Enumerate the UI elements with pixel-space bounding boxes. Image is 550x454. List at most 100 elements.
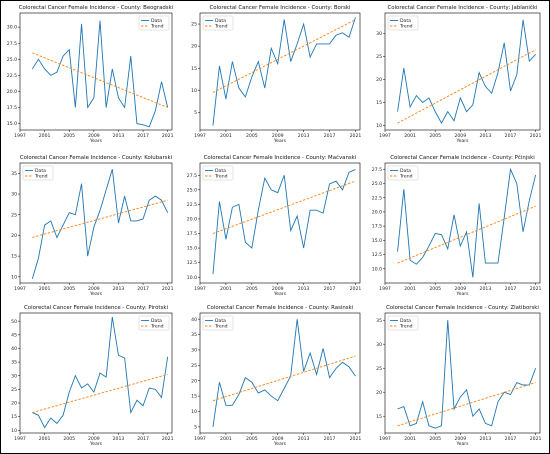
legend-entry: Data xyxy=(35,168,46,174)
x-tick-label: 1997 xyxy=(379,133,391,139)
plot-area xyxy=(199,312,361,434)
x-tick-label: 1997 xyxy=(14,133,26,139)
x-tick-label: 2021 xyxy=(350,286,362,292)
x-tick-label: 2017 xyxy=(324,133,336,139)
x-tick-label: 2009 xyxy=(88,133,100,139)
chart-panel: Colorectal Cancer Female Incidence - Cou… xyxy=(372,154,542,297)
y-tick-label: 15 xyxy=(11,254,17,260)
y-tick-label: 20.0 xyxy=(187,217,197,223)
x-axis-label: Years xyxy=(89,291,103,297)
y-tick-label: 30 xyxy=(376,31,382,37)
legend-entry: Data xyxy=(215,168,226,174)
x-tick-label: 2001 xyxy=(404,286,416,292)
y-tick-label: 12.5 xyxy=(372,252,382,258)
chart-title: Colorectal Cancer Female Incidence - Cou… xyxy=(209,5,350,11)
x-tick-label: 2001 xyxy=(220,286,232,292)
x-tick-label: 2021 xyxy=(350,436,362,442)
y-tick-label: 25 xyxy=(11,212,17,218)
chart-panel: Colorectal Cancer Female Incidence - Cou… xyxy=(7,5,174,144)
y-tick-label: 35 xyxy=(11,360,17,366)
x-axis-label: Years xyxy=(273,291,287,297)
chart-panel: Colorectal Cancer Female Incidence - Cou… xyxy=(191,305,361,447)
y-tick-label: 20 xyxy=(376,77,382,83)
y-tick-label: 15 xyxy=(376,100,382,106)
y-tick-label: 10 xyxy=(11,274,17,280)
y-tick-label: 5 xyxy=(194,110,197,116)
plot-area xyxy=(384,12,541,131)
legend-entry: Data xyxy=(400,18,411,24)
x-tick-label: 2017 xyxy=(505,286,517,292)
legend-entry: Trend xyxy=(214,24,228,30)
y-tick-label: 20.0 xyxy=(372,210,382,216)
x-tick-label: 1997 xyxy=(194,286,206,292)
legend-entry: Data xyxy=(215,18,226,24)
chart-panel: Colorectal Cancer Female Incidence - Cou… xyxy=(187,154,362,297)
data-series-line xyxy=(31,20,169,128)
legend-entry: Trend xyxy=(214,174,228,180)
y-tick-label: 20 xyxy=(191,44,197,50)
x-tick-label: 1997 xyxy=(379,286,391,292)
y-tick-label: 10 xyxy=(191,88,197,94)
x-tick-label: 2001 xyxy=(220,133,232,139)
y-tick-label: 15 xyxy=(191,394,197,400)
y-tick-label: 25 xyxy=(11,387,17,393)
legend-entry: Trend xyxy=(399,174,413,180)
y-tick-label: 27.5 xyxy=(7,41,17,47)
plot-area xyxy=(19,12,173,131)
data-series-line xyxy=(397,19,536,125)
x-axis-label: Years xyxy=(455,441,469,447)
x-tick-label: 1997 xyxy=(379,436,391,442)
legend-entry: Trend xyxy=(34,174,48,180)
x-tick-label: 2013 xyxy=(113,133,125,139)
y-tick-label: 10 xyxy=(11,428,17,434)
x-tick-label: 2021 xyxy=(530,286,542,292)
y-tick-label: 30.0 xyxy=(7,25,17,31)
x-tick-label: 2013 xyxy=(113,286,125,292)
x-tick-label: 2009 xyxy=(88,436,100,442)
plot-area xyxy=(199,12,361,131)
y-tick-label: 22.5 xyxy=(372,195,382,201)
x-tick-label: 2001 xyxy=(404,133,416,139)
chart-title: Colorectal Cancer Female Incidence - Cou… xyxy=(204,154,357,161)
x-tick-label: 2009 xyxy=(454,133,466,139)
y-tick-label: 12.5 xyxy=(187,260,197,266)
x-tick-label: 2017 xyxy=(324,286,336,292)
x-tick-label: 2001 xyxy=(39,436,51,442)
x-tick-label: 2001 xyxy=(39,133,51,139)
data-series-line xyxy=(31,169,169,279)
x-tick-label: 2005 xyxy=(429,286,441,292)
legend-entry: Trend xyxy=(150,324,164,330)
x-tick-label: 2017 xyxy=(137,286,149,292)
y-tick-label: 15.0 xyxy=(187,246,197,252)
data-series-line xyxy=(212,168,356,275)
y-tick-label: 17.5 xyxy=(187,231,197,237)
x-tick-label: 2013 xyxy=(480,133,492,139)
chart-title: Colorectal Cancer Female Incidence - Cou… xyxy=(20,155,172,161)
x-tick-label: 2005 xyxy=(63,133,75,139)
x-tick-label: 2001 xyxy=(404,436,416,442)
x-tick-label: 2009 xyxy=(272,133,284,139)
x-tick-label: 2013 xyxy=(298,133,310,139)
y-tick-label: 10.0 xyxy=(372,266,382,272)
trend-series-line xyxy=(32,199,168,238)
x-tick-label: 1997 xyxy=(194,436,206,442)
x-axis-label: Years xyxy=(273,138,287,144)
legend-box xyxy=(138,315,170,331)
data-series-line xyxy=(397,320,537,429)
y-tick-label: 10.0 xyxy=(187,275,197,281)
y-tick-label: 20 xyxy=(191,378,197,384)
legend-entry: Trend xyxy=(399,324,413,330)
x-tick-label: 2017 xyxy=(324,436,336,442)
y-tick-label: 25 xyxy=(191,22,197,28)
x-tick-label: 2017 xyxy=(137,436,149,442)
x-tick-label: 2017 xyxy=(137,133,149,139)
x-tick-label: 2013 xyxy=(480,286,492,292)
x-axis-label: Years xyxy=(89,441,103,447)
x-axis-label: Years xyxy=(273,441,287,447)
data-series-line xyxy=(212,319,356,427)
x-tick-label: 2009 xyxy=(454,286,466,292)
